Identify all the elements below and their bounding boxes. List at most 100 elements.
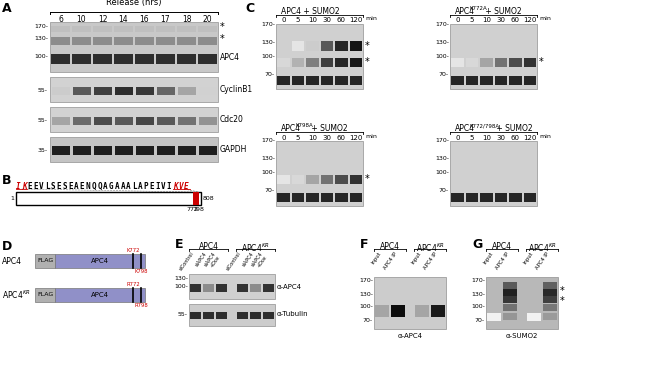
Bar — [543, 313, 556, 320]
Bar — [177, 87, 196, 95]
Bar — [277, 175, 289, 184]
Text: A: A — [114, 182, 119, 191]
Text: R772: R772 — [126, 282, 140, 287]
Bar — [495, 193, 507, 202]
Bar — [216, 284, 227, 292]
Text: APC4$^{KR}$: APC4$^{KR}$ — [415, 242, 445, 254]
Bar — [157, 146, 174, 155]
Bar — [527, 313, 541, 321]
Bar — [335, 175, 348, 184]
Text: 10: 10 — [307, 135, 317, 140]
Text: 17: 17 — [161, 15, 170, 24]
Bar — [73, 146, 90, 155]
Bar — [451, 58, 463, 67]
Text: K772A: K772A — [469, 6, 487, 11]
Bar — [135, 117, 153, 125]
Text: 30: 30 — [496, 17, 505, 24]
Text: α-APC4: α-APC4 — [277, 284, 302, 290]
Bar — [51, 117, 70, 125]
Text: 100-: 100- — [435, 53, 449, 58]
Bar — [16, 192, 201, 205]
Text: Q: Q — [98, 182, 102, 191]
Bar — [480, 76, 493, 85]
Bar — [190, 284, 201, 292]
Bar — [350, 193, 362, 202]
Bar — [291, 193, 304, 202]
Text: P: P — [144, 182, 148, 191]
Text: 798: 798 — [193, 207, 205, 212]
Text: 18: 18 — [182, 15, 191, 24]
Bar — [503, 289, 517, 296]
Bar — [480, 193, 493, 202]
Bar — [291, 58, 304, 67]
Bar — [375, 305, 389, 317]
Bar — [306, 193, 318, 202]
Bar — [509, 76, 521, 85]
Text: siAPC4: siAPC4 — [195, 251, 209, 267]
Text: *: * — [365, 57, 370, 67]
Bar — [335, 76, 348, 85]
Bar — [135, 26, 154, 32]
Text: 5: 5 — [469, 17, 474, 24]
Bar — [198, 37, 217, 45]
Text: 100-: 100- — [261, 171, 275, 175]
Bar — [495, 58, 507, 67]
Text: *: * — [539, 57, 544, 67]
Bar — [277, 193, 289, 202]
Bar — [193, 192, 199, 205]
Bar — [203, 312, 214, 319]
Text: 10: 10 — [482, 17, 491, 24]
Text: E: E — [33, 182, 38, 191]
Bar — [203, 284, 214, 292]
Bar — [543, 304, 556, 311]
Bar — [198, 87, 216, 95]
Text: + SUMO2: + SUMO2 — [309, 124, 348, 133]
Bar — [543, 289, 556, 296]
Text: R798: R798 — [134, 303, 148, 308]
Bar — [543, 282, 556, 289]
Bar — [306, 41, 318, 51]
Text: 0: 0 — [455, 135, 460, 140]
Text: E: E — [68, 182, 73, 191]
Text: APC4: APC4 — [492, 242, 512, 251]
Text: APC4 + SUMO2: APC4 + SUMO2 — [281, 7, 339, 16]
Text: 130-: 130- — [174, 276, 188, 281]
Text: APC4$^{KR}$: APC4$^{KR}$ — [2, 289, 31, 301]
Bar — [335, 58, 348, 67]
Text: 5: 5 — [296, 135, 300, 140]
Text: 60: 60 — [511, 135, 520, 140]
Bar — [480, 58, 493, 67]
Bar — [93, 37, 112, 45]
Bar — [177, 54, 196, 64]
Text: *: * — [560, 286, 565, 296]
Bar — [135, 146, 153, 155]
Bar — [263, 312, 274, 319]
Bar — [523, 193, 536, 202]
Text: APC4: APC4 — [220, 53, 240, 62]
Text: 10: 10 — [307, 17, 317, 24]
Text: min: min — [539, 134, 551, 139]
Bar — [72, 37, 91, 45]
Text: FLAG: FLAG — [37, 259, 53, 264]
Text: α-SUMO2: α-SUMO2 — [506, 333, 538, 339]
Text: 6: 6 — [58, 15, 63, 24]
Text: siControl: siControl — [226, 251, 242, 272]
Bar — [450, 141, 537, 206]
Bar — [135, 87, 153, 95]
Text: CyclinB1: CyclinB1 — [220, 86, 253, 94]
Bar — [73, 87, 90, 95]
Bar — [320, 41, 333, 51]
Text: 100-: 100- — [174, 284, 188, 289]
Text: A: A — [126, 182, 131, 191]
Bar — [156, 37, 175, 45]
Text: *: * — [365, 174, 370, 184]
Text: *: * — [560, 296, 565, 306]
Text: siControl: siControl — [179, 251, 196, 272]
Bar — [114, 26, 133, 32]
Bar — [306, 76, 318, 85]
Bar — [350, 41, 362, 51]
Bar — [277, 76, 289, 85]
Text: 30: 30 — [322, 17, 332, 24]
Text: APC4$^{KR}$: APC4$^{KR}$ — [528, 242, 556, 254]
Text: 10: 10 — [482, 135, 491, 140]
